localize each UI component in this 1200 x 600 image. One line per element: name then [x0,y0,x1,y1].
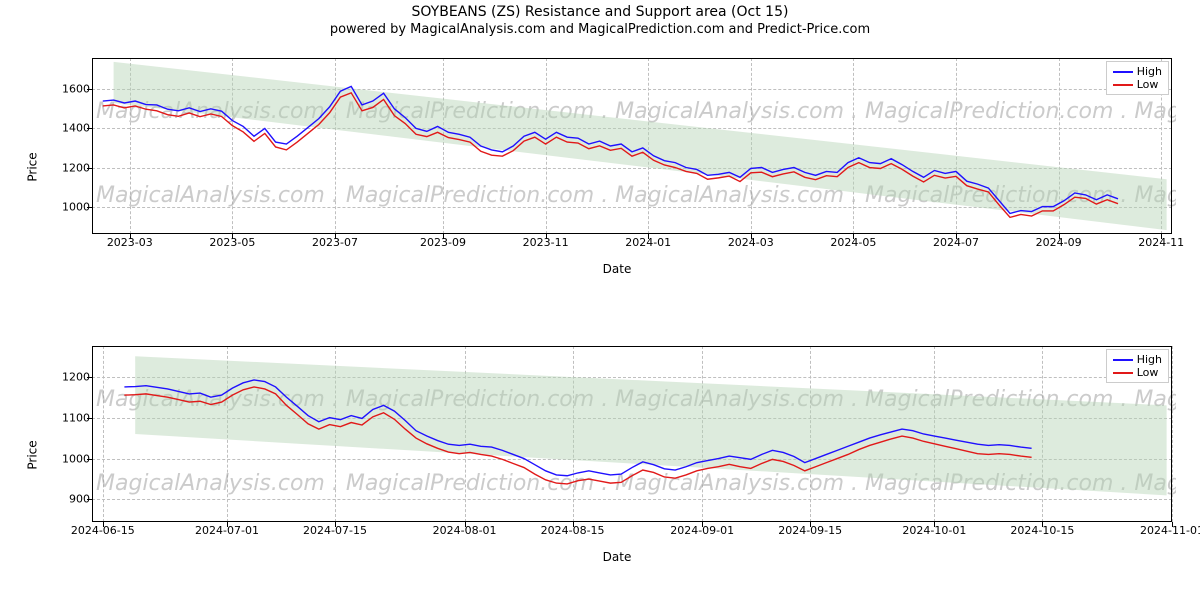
y-tick-label: 1200 [50,370,90,383]
plot-area-top: High Low [92,58,1172,234]
y-tick-label: 1400 [50,122,90,135]
y-tick-label: 1600 [50,83,90,96]
legend-high-label: High [1137,353,1162,366]
chart-title: SOYBEANS (ZS) Resistance and Support are… [0,4,1200,20]
legend-high-label: High [1137,65,1162,78]
legend-low-label: Low [1137,78,1159,91]
legend: High Low [1106,349,1169,383]
y-tick-label: 1000 [50,452,90,465]
plot-area-bot: High Low [92,346,1172,522]
legend: High Low [1106,61,1169,95]
chart-subtitle: powered by MagicalAnalysis.com and Magic… [0,22,1200,37]
y-tick-label: 1100 [50,411,90,424]
y-axis-label: Price [26,440,40,469]
legend-high-swatch [1113,359,1133,361]
legend-low-label: Low [1137,366,1159,379]
y-axis-label: Price [26,152,40,181]
legend-low-swatch [1113,372,1133,374]
legend-low-swatch [1113,84,1133,86]
top-panel: Price Date 10001200140016002023-032023-0… [62,58,1172,276]
y-tick-label: 1000 [50,200,90,213]
y-tick-label: 900 [50,493,90,506]
y-tick-label: 1200 [50,161,90,174]
legend-high-swatch [1113,71,1133,73]
x-axis-label: Date [603,262,632,276]
bottom-panel: Price Date 9001000110012002024-06-152024… [62,346,1172,564]
x-axis-label: Date [603,550,632,564]
x-tick-label: 2024-11-01 [1140,524,1200,537]
